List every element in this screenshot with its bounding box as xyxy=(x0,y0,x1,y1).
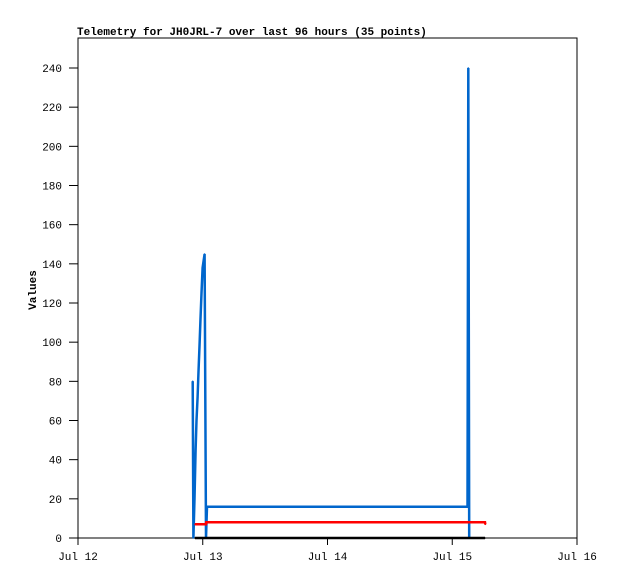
series-line-1 xyxy=(195,521,487,526)
data-point xyxy=(484,521,486,524)
data-point xyxy=(467,67,470,69)
y-tick-label: 200 xyxy=(42,142,62,154)
series-line-0 xyxy=(191,67,471,539)
x-axis: Jul 12 Jul 13 Jul 14 Jul 15 Jul 16 xyxy=(58,538,597,564)
y-tick-label: 240 xyxy=(42,64,62,76)
data-point xyxy=(201,266,204,269)
data-point xyxy=(466,505,469,508)
x-tick-label: Jul 13 xyxy=(183,552,223,564)
data-point xyxy=(205,521,208,524)
y-axis: 0 20 40 60 80 100 120 140 160 180 200 220 240 xyxy=(42,64,78,546)
x-tick-label: Jul 12 xyxy=(58,552,98,564)
data-point xyxy=(200,292,203,295)
data-point xyxy=(206,505,208,508)
data-point xyxy=(484,523,487,526)
y-axis-label: Values xyxy=(28,270,40,310)
x-tick-label: Jul 14 xyxy=(308,552,348,564)
plot-frame xyxy=(77,37,578,539)
x-tick-label: Jul 16 xyxy=(557,552,597,564)
data-point xyxy=(204,396,207,398)
data-point xyxy=(193,498,196,500)
y-tick-label: 180 xyxy=(42,182,62,194)
y-tick-label: 100 xyxy=(42,338,62,350)
y-tick-label: 80 xyxy=(49,377,62,389)
y-tick-label: 60 xyxy=(49,417,62,429)
data-point xyxy=(195,419,198,422)
y-tick-label: 140 xyxy=(42,260,62,272)
y-tick-label: 0 xyxy=(55,534,62,546)
y-tick-label: 120 xyxy=(42,299,62,311)
x-tick-label: Jul 15 xyxy=(432,552,472,564)
data-point xyxy=(199,317,202,320)
data-point xyxy=(484,537,486,539)
chart-title: Telemetry for JH0JRL-7 over last 96 hour… xyxy=(77,27,427,39)
data-point xyxy=(203,253,206,255)
y-tick-label: 160 xyxy=(42,221,62,233)
data-point xyxy=(197,370,200,373)
y-tick-label: 20 xyxy=(49,495,62,507)
data-point xyxy=(205,523,207,526)
data-point xyxy=(194,537,196,539)
y-tick-label: 40 xyxy=(49,456,62,468)
series-group xyxy=(191,67,487,540)
data-point xyxy=(198,345,201,347)
y-tick-label: 220 xyxy=(42,103,62,115)
data-point xyxy=(194,523,196,526)
data-point xyxy=(191,380,194,383)
data-point xyxy=(192,537,195,539)
data-point xyxy=(196,396,199,398)
data-point xyxy=(194,449,197,451)
